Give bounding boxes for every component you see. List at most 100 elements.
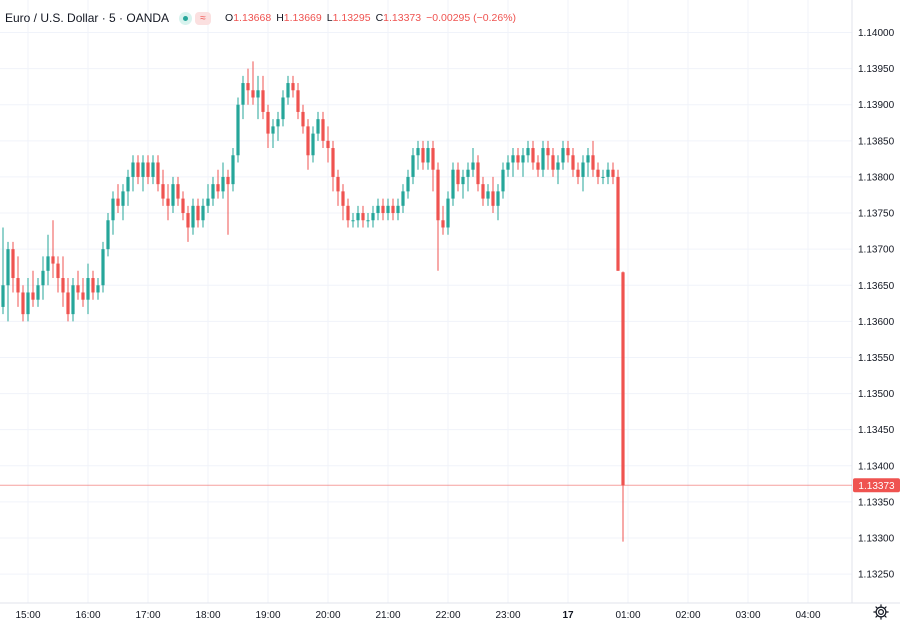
candle — [356, 205, 360, 228]
candle-body — [151, 162, 155, 177]
candle-body — [516, 155, 520, 163]
time-tick-label: 16:00 — [75, 610, 100, 621]
candle-body — [581, 162, 585, 177]
candle — [1, 227, 5, 315]
candle — [551, 148, 555, 177]
low-value: 1.13295 — [332, 12, 371, 24]
candle-body — [406, 176, 410, 192]
candle — [31, 270, 35, 307]
last-price-marker: 1.13373 — [0, 478, 900, 493]
candle — [286, 75, 290, 105]
candle — [116, 184, 120, 214]
candle-body — [111, 198, 115, 221]
candle-body — [586, 155, 590, 163]
candle — [381, 198, 385, 221]
candle-body — [226, 176, 230, 185]
candle — [166, 184, 170, 221]
candle-body — [411, 155, 415, 177]
candle-body — [481, 184, 485, 199]
candle — [496, 184, 500, 221]
candle — [56, 256, 60, 293]
candle — [561, 140, 565, 170]
candle — [206, 184, 210, 214]
candle-body — [496, 191, 500, 206]
candle — [231, 148, 235, 192]
candle — [266, 104, 270, 149]
candle-body — [346, 205, 350, 221]
candle-body — [251, 90, 255, 98]
candle — [141, 155, 145, 192]
candle-body — [526, 148, 530, 156]
candle-body — [446, 198, 450, 228]
price-tick-label: 1.13250 — [858, 570, 895, 581]
candle-body — [216, 184, 220, 192]
candle — [281, 90, 285, 127]
candle — [476, 155, 480, 192]
market-status-icon[interactable] — [179, 11, 193, 25]
candle-body — [381, 205, 385, 214]
price-tick-label: 1.13350 — [858, 497, 895, 508]
candle-body — [431, 148, 435, 170]
candle-body — [521, 155, 525, 163]
candle — [481, 176, 485, 206]
candle-body — [366, 220, 370, 222]
candle — [546, 140, 550, 170]
candle-body — [386, 205, 390, 214]
candle-body — [161, 184, 165, 199]
candle-body — [341, 191, 345, 206]
candle-body — [336, 176, 340, 192]
candle-body — [186, 213, 190, 228]
candle — [601, 169, 605, 185]
candle — [61, 256, 65, 307]
change-value: −0.00295 (−0.26%) — [426, 12, 517, 24]
candle-body — [296, 90, 300, 112]
high-label: H — [276, 12, 284, 24]
candle-body — [491, 191, 495, 206]
price-axis[interactable]: 1.13250 1.13300 1.13350 1.13400 1.13450 1.135… — [858, 28, 895, 581]
time-axis[interactable]: 15:00 16:00 17:00 18:00 19:00 20:00 21:00 22:00… — [15, 610, 820, 621]
candle — [371, 205, 375, 228]
candle — [331, 140, 335, 192]
candle-body — [471, 162, 475, 170]
candle-body — [126, 176, 130, 192]
high-value: 1.13669 — [283, 12, 322, 24]
settings-gear-icon[interactable] — [872, 603, 890, 621]
candle-body — [91, 278, 95, 293]
candle — [606, 162, 610, 185]
candle-body — [196, 205, 200, 221]
candles — [1, 61, 625, 542]
wave-icon[interactable]: ≈ — [195, 11, 212, 25]
symbol-title[interactable]: Euro / U.S. Dollar · 5 · OANDA — [5, 11, 170, 25]
candle-body — [301, 111, 305, 127]
candle-body — [561, 148, 565, 163]
candle-body — [46, 256, 50, 271]
candle-body — [506, 162, 510, 170]
price-tick-label: 1.13700 — [858, 245, 895, 256]
candle — [256, 75, 260, 120]
candle — [511, 148, 515, 177]
price-tick-label: 1.13550 — [858, 353, 895, 364]
candle — [6, 241, 10, 322]
candle-body — [61, 278, 65, 293]
candle-body — [376, 205, 380, 214]
candle-body — [596, 169, 600, 177]
candle — [101, 241, 105, 293]
time-tick-label: 19:00 — [255, 610, 280, 621]
candle-body — [286, 83, 290, 98]
candle-body — [326, 140, 330, 149]
candle-body — [356, 213, 360, 221]
candle — [36, 278, 40, 307]
candle — [181, 191, 185, 221]
candle — [376, 198, 380, 221]
candle-body — [556, 162, 560, 170]
candle-body — [306, 126, 310, 156]
candle-body — [146, 162, 150, 177]
candle — [311, 126, 315, 163]
candle — [416, 140, 420, 170]
time-tick-label: 21:00 — [375, 610, 400, 621]
candle — [66, 278, 70, 322]
candle-body — [211, 184, 215, 199]
candle-body — [51, 256, 55, 264]
candle-body — [321, 119, 325, 141]
